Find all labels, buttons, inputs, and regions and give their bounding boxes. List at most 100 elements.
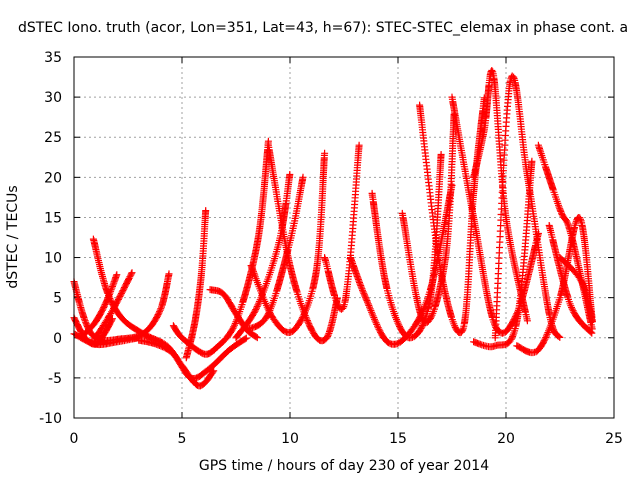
data-point (373, 320, 381, 328)
data-point (253, 303, 261, 310)
data-point (299, 173, 307, 181)
data-point (113, 271, 121, 279)
data-point (543, 330, 551, 338)
data-point (157, 305, 165, 313)
x-tick-label: 0 (70, 431, 79, 447)
data-point (366, 303, 373, 311)
plot-frame (73, 56, 615, 419)
data-point (252, 306, 260, 314)
data-point (100, 302, 108, 310)
data-point (264, 305, 272, 313)
series-25 (470, 157, 536, 351)
data-point (371, 315, 378, 323)
series-24 (491, 72, 564, 342)
data-point (297, 317, 305, 325)
data-point (230, 323, 238, 331)
series-10 (182, 207, 210, 362)
series-15 (247, 149, 329, 336)
data-point (374, 322, 381, 330)
data-point (509, 333, 517, 340)
data-point (368, 308, 376, 316)
series-5 (81, 271, 121, 338)
data-point (304, 318, 312, 326)
data-point (255, 299, 263, 307)
data-point (568, 304, 575, 311)
y-tick-label: 35 (44, 50, 62, 66)
data-point (568, 305, 576, 313)
data-point (117, 291, 125, 299)
data-point (114, 295, 122, 303)
data-point (224, 296, 232, 304)
chart-title: dSTEC Iono. truth (acor, Lon=351, Lat=43… (18, 20, 628, 36)
data-point (228, 303, 236, 311)
y-tick-label: 15 (44, 210, 62, 226)
data-point (251, 307, 259, 315)
data-point (563, 218, 571, 226)
data-point (252, 333, 260, 341)
data-point (209, 368, 217, 376)
data-point (265, 307, 273, 315)
data-point (488, 67, 496, 74)
data-point (229, 324, 237, 332)
data-point (371, 317, 379, 325)
data-point (253, 304, 260, 312)
data-point (366, 305, 374, 313)
x-tick-label: 5 (178, 431, 187, 447)
series-29 (556, 254, 596, 325)
y-tick-label: 0 (53, 331, 62, 347)
data-point (569, 307, 577, 315)
data-point (555, 203, 563, 211)
data-point (128, 269, 136, 277)
data-point (100, 303, 108, 311)
data-point (562, 217, 570, 225)
data-point (165, 270, 173, 278)
data-point (174, 356, 182, 364)
data-point (374, 324, 382, 332)
data-point (228, 326, 236, 334)
data-point (334, 300, 341, 308)
series-7 (87, 270, 173, 346)
data-point (394, 319, 402, 327)
data-point (375, 325, 383, 333)
data-point (588, 317, 596, 325)
series-28 (545, 222, 596, 337)
data-point (355, 141, 363, 149)
data-point (588, 329, 596, 337)
series-19 (368, 151, 445, 342)
series-8 (135, 334, 250, 382)
data-point (396, 322, 403, 330)
data-point (286, 171, 294, 178)
data-point (523, 317, 531, 325)
data-point (231, 321, 238, 329)
data-point (125, 274, 133, 282)
series-17 (321, 141, 363, 313)
data-point (556, 333, 564, 341)
data-marks (70, 67, 596, 390)
y-tick-label: 30 (44, 90, 62, 106)
data-point (451, 322, 459, 330)
data-point (542, 332, 550, 340)
y-axis-label: dSTEC / TECUs (5, 185, 21, 288)
data-point (448, 181, 456, 189)
data-point (528, 157, 536, 165)
x-tick-label: 25 (605, 431, 623, 447)
data-point (241, 335, 249, 343)
data-point (577, 277, 585, 285)
y-tick-label: 10 (44, 251, 62, 267)
data-point (362, 295, 370, 303)
data-point (156, 308, 163, 316)
data-point (365, 301, 373, 309)
data-point (176, 359, 184, 367)
data-point (587, 328, 595, 336)
data-point (369, 312, 377, 320)
data-point (508, 334, 516, 342)
x-tick-label: 15 (389, 431, 407, 447)
data-point (395, 321, 403, 329)
series-13 (232, 171, 294, 342)
data-point (155, 309, 163, 317)
data-point (254, 301, 262, 309)
data-point (105, 292, 113, 300)
data-point (557, 207, 565, 215)
data-point (321, 149, 329, 157)
